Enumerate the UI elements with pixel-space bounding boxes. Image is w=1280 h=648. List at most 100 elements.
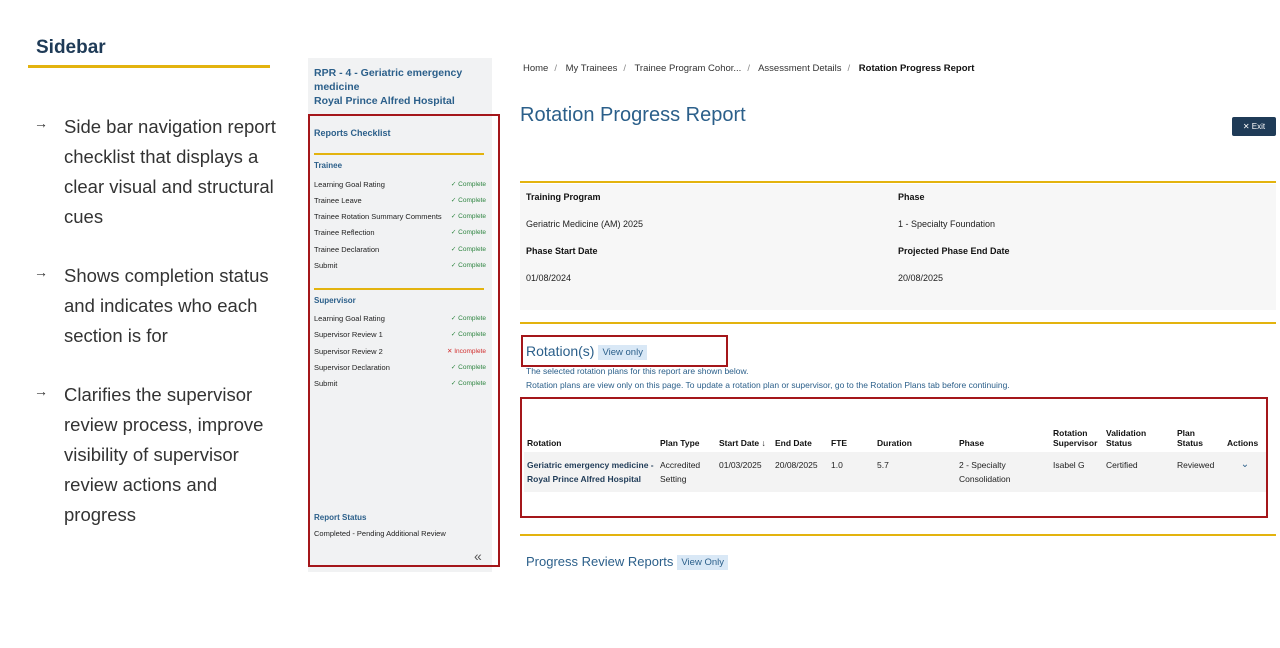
annotation-underline [28, 65, 270, 68]
rotations-divider [520, 322, 1276, 324]
arrow-right-icon: → [34, 115, 48, 131]
projected-end-value: 20/08/2025 [898, 273, 944, 283]
checklist-item-label: Trainee Reflection [314, 227, 375, 237]
checklist-item[interactable]: Learning Goal Rating ✓ Complete [314, 178, 486, 190]
program-info-card: Training Program Geriatric Medicine (AM)… [520, 184, 1276, 310]
report-status-label: Report Status [314, 513, 367, 522]
check-icon: ✓ [450, 229, 457, 236]
checklist-item[interactable]: Supervisor Review 1 ✓ Complete [314, 328, 486, 340]
cross-icon: ✕ [446, 348, 453, 355]
table-cell: 20/08/2025 [772, 452, 828, 492]
column-header: End Date [775, 438, 812, 448]
training-program-label: Training Program [526, 192, 601, 202]
rotations-note: The selected rotation plans for this rep… [526, 366, 749, 376]
complete-status: ✓ Complete [450, 229, 486, 236]
table-cell: 2 - Specialty Consolidation [956, 452, 1050, 492]
table-cell: Accredited Setting [657, 452, 716, 492]
complete-status: ✓ Complete [450, 197, 486, 204]
rotations-table: Rotation Plan Type Start Date ↓ End Date… [524, 402, 1266, 492]
complete-status: ✓ Complete [450, 380, 486, 387]
collapse-sidebar-icon[interactable]: « [474, 548, 482, 564]
column-header: Plan Status [1177, 428, 1203, 448]
column-header: Actions [1227, 438, 1259, 448]
phase-value: 1 - Specialty Foundation [898, 219, 996, 229]
check-icon: ✓ [450, 181, 457, 188]
checklist-item[interactable]: Submit ✓ Complete [314, 377, 486, 389]
checklist-title: Reports Checklist [314, 128, 391, 138]
annotation-bullets: → Side bar navigation report checklist t… [34, 112, 279, 559]
report-name: RPR - 4 - Geriatric emergency medicine [314, 67, 463, 93]
complete-status: ✓ Complete [450, 213, 486, 220]
annotation-bullet: → Side bar navigation report checklist t… [34, 112, 279, 232]
chevron-down-icon[interactable]: ⌄ [1224, 452, 1266, 492]
column-header: Validation Status [1106, 428, 1147, 448]
checklist-item[interactable]: Supervisor Review 2 ✕ Incomplete [314, 345, 486, 357]
annotation-bullet-text: Clarifies the supervisor review process,… [64, 384, 264, 525]
breadcrumb-assessment-details[interactable]: Assessment Details [758, 63, 842, 74]
checklist-item-label: Trainee Rotation Summary Comments [314, 211, 442, 221]
annotation-bullet-text: Side bar navigation report checklist tha… [64, 116, 276, 227]
checklist-item[interactable]: Trainee Reflection ✓ Complete [314, 226, 486, 238]
breadcrumb-cohort[interactable]: Trainee Program Cohor... [634, 63, 742, 74]
annotation-title: Sidebar [36, 37, 106, 58]
checklist-item[interactable]: Trainee Rotation Summary Comments ✓ Comp… [314, 210, 486, 222]
checklist-item-label: Trainee Declaration [314, 244, 380, 254]
progress-reports-title: Progress Review Reports View Only [526, 554, 728, 571]
app-screenshot: RPR - 4 - Geriatric emergency medicine R… [308, 58, 1280, 572]
breadcrumb: Home / My Trainees / Trainee Program Cohor… [523, 63, 975, 74]
checklist-item[interactable]: Learning Goal Rating ✓ Complete [314, 312, 486, 324]
phase-label: Phase [898, 192, 925, 202]
column-header-sortable[interactable]: Start Date ↓ [719, 438, 766, 448]
training-program-value: Geriatric Medicine (AM) 2025 [526, 219, 644, 229]
check-icon: ✓ [450, 213, 457, 220]
annotation-bullet: → Clarifies the supervisor review proces… [34, 380, 279, 530]
sidebar: RPR - 4 - Geriatric emergency medicine R… [308, 58, 492, 572]
checklist-item[interactable]: Trainee Declaration ✓ Complete [314, 243, 486, 255]
check-icon: ✓ [450, 315, 457, 322]
complete-status: ✓ Complete [450, 181, 486, 188]
supervisor-section-title: Supervisor [314, 296, 356, 305]
table-cell: 01/03/2025 [716, 452, 772, 492]
column-header: Phase [959, 438, 985, 448]
complete-status: ✓ Complete [450, 262, 486, 269]
table-cell: Certified [1103, 452, 1174, 492]
annotation-bullet: → Shows completion status and indicates … [34, 261, 279, 351]
report-status-value: Completed - Pending Additional Review [314, 529, 446, 538]
breadcrumb-current: Rotation Progress Report [858, 63, 975, 74]
checklist-item-label: Supervisor Declaration [314, 362, 390, 372]
annotation-bullet-text: Shows completion status and indicates wh… [64, 265, 269, 346]
table-row: Geriatric emergency medicine - Royal Pri… [524, 452, 1266, 492]
checklist-item-label: Learning Goal Rating [314, 179, 385, 189]
check-icon: ✓ [450, 380, 457, 387]
table-cell: Reviewed [1174, 452, 1224, 492]
column-header: Duration [877, 438, 912, 448]
arrow-right-icon: → [34, 383, 48, 399]
column-header: FTE [831, 438, 848, 448]
info-card-divider [520, 181, 1276, 183]
page-title: Rotation Progress Report [520, 104, 746, 126]
checklist-item[interactable]: Supervisor Declaration ✓ Complete [314, 361, 486, 373]
table-cell: Isabel G [1050, 452, 1103, 492]
complete-status: ✓ Complete [450, 364, 486, 371]
rotations-title-text: Rotation(s) [526, 343, 595, 359]
checklist-item-label: Supervisor Review 2 [314, 346, 383, 356]
checklist-item-label: Learning Goal Rating [314, 313, 385, 323]
phase-start-label: Phase Start Date [526, 246, 598, 256]
view-only-badge: View Only [677, 555, 728, 571]
check-icon: ✓ [450, 262, 457, 269]
trainee-section-title: Trainee [314, 161, 343, 170]
sidebar-context: RPR - 4 - Geriatric emergency medicine R… [314, 66, 482, 108]
exit-button[interactable]: ✕ Exit [1232, 117, 1276, 136]
incomplete-status: ✕ Incomplete [446, 348, 486, 355]
checklist-item[interactable]: Trainee Leave ✓ Complete [314, 194, 486, 206]
breadcrumb-home[interactable]: Home [523, 63, 549, 74]
hospital-name: Royal Prince Alfred Hospital [314, 95, 455, 107]
progress-divider [520, 534, 1276, 536]
column-header: Rotation [527, 438, 562, 448]
checklist-item[interactable]: Submit ✓ Complete [314, 259, 486, 271]
breadcrumb-my-trainees[interactable]: My Trainees [565, 63, 618, 74]
rotations-title: Rotation(s) View only [526, 343, 647, 360]
checklist-item-label: Supervisor Review 1 [314, 329, 383, 339]
column-header: Rotation Supervisor [1053, 428, 1098, 448]
rotation-link[interactable]: Geriatric emergency medicine - Royal Pri… [524, 452, 657, 492]
